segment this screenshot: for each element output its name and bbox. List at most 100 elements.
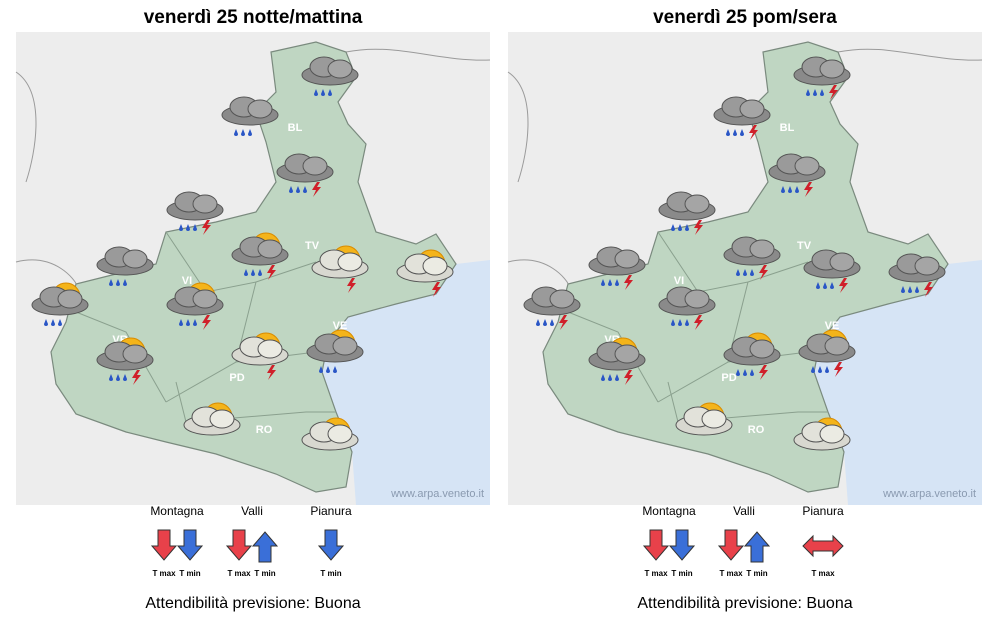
rain-drop [685, 224, 689, 231]
cloud [337, 252, 363, 272]
rain-drop [179, 319, 183, 326]
arrow-label: T min [254, 569, 275, 578]
weather-icon [96, 246, 154, 286]
cloud [122, 249, 148, 269]
weather-icon [311, 245, 369, 293]
cloud [819, 59, 845, 79]
weather-icon [301, 417, 359, 451]
panel-title: venerdì 25 pom/sera [653, 7, 837, 28]
arrow-label: T max [811, 569, 835, 578]
arrow-shape [176, 529, 204, 561]
province-label: BL [288, 122, 303, 134]
cloud [122, 344, 148, 364]
cloud [209, 409, 235, 429]
lightning [432, 282, 441, 297]
province-label: VI [674, 275, 684, 287]
lightning [267, 365, 276, 380]
lightning [312, 182, 321, 197]
weather-icon [221, 96, 279, 136]
sea [814, 260, 982, 505]
arrow-label: T max [152, 569, 176, 578]
lightning [132, 370, 141, 385]
rain-drop [615, 374, 619, 381]
cloud [422, 256, 448, 276]
rain-drop [543, 319, 547, 326]
cloud [614, 344, 640, 364]
rain-drop [248, 129, 252, 136]
rain-drop [116, 374, 120, 381]
province-label: RO [256, 424, 273, 436]
rain-drop [743, 269, 747, 276]
rain-drop [44, 319, 48, 326]
zone-label: Pianura [310, 504, 352, 518]
rain-drop [234, 129, 238, 136]
arrow-label: T max [719, 569, 743, 578]
rain-drop [186, 224, 190, 231]
forecast-panel: venerdì 25 notte/mattinaBLTVVIVEVRPDROww… [15, 7, 491, 612]
sea [322, 260, 490, 505]
reliability: Attendibilità previsione: Buona [145, 595, 360, 612]
border-line [507, 48, 983, 285]
rain-drop [186, 319, 190, 326]
lightning [694, 220, 703, 235]
cloud [739, 99, 765, 119]
province-label: RO [748, 424, 765, 436]
weather-icon [301, 56, 359, 96]
rain-drop [608, 279, 612, 286]
arrow-shape [225, 529, 253, 561]
cloud [824, 336, 850, 356]
rain-drop [743, 369, 747, 376]
arrow-label: T min [320, 569, 341, 578]
forecast-panel: venerdì 25 pom/seraBLTVVIVEVRPDROwww.arp… [507, 7, 983, 612]
weather-icon [793, 56, 851, 100]
rain-drop [781, 186, 785, 193]
weather-icon [768, 153, 826, 197]
cloud [749, 339, 775, 359]
weather-icon [713, 96, 771, 140]
trend-arrow: T max [225, 529, 253, 578]
arrow-shape [717, 529, 745, 561]
cloud [794, 156, 820, 176]
weather-icon [675, 402, 733, 436]
zone-label: Valli [733, 504, 755, 518]
zone-label: Montagna [642, 504, 696, 518]
weather-icon [231, 232, 289, 280]
province-label: VI [182, 275, 192, 287]
lightning [559, 315, 568, 330]
cloud [247, 99, 273, 119]
cloud [327, 59, 353, 79]
cloud [749, 239, 775, 259]
rain-drop [251, 269, 255, 276]
cloud [701, 409, 727, 429]
region [542, 41, 949, 493]
cloud [192, 194, 218, 214]
rain-drop [820, 89, 824, 96]
rain-drop [109, 279, 113, 286]
panel-title: venerdì 25 notte/mattina [144, 7, 363, 28]
border-line [15, 48, 491, 285]
rain-drop [915, 286, 919, 293]
rain-drop [109, 374, 113, 381]
watermark: www.arpa.veneto.it [390, 488, 484, 500]
weather-icon [588, 246, 646, 290]
trend-arrow: T max [642, 529, 670, 578]
trend-arrow: T min [176, 529, 204, 578]
trend-arrow: T min [668, 529, 696, 578]
arrow-shape [743, 531, 771, 563]
rain-drop [671, 224, 675, 231]
rain-drop [289, 186, 293, 193]
cloud [829, 252, 855, 272]
cloud [257, 239, 283, 259]
arrow-label: T min [746, 569, 767, 578]
rain-drop [58, 319, 62, 326]
weather-icon [588, 337, 646, 385]
rain-drop [901, 286, 905, 293]
rain-drop [319, 366, 323, 373]
rain-drop [193, 319, 197, 326]
arrow-shape [802, 534, 844, 558]
rain-drop [258, 269, 262, 276]
arrow-label: T max [644, 569, 668, 578]
weather-icon [231, 332, 289, 380]
rain-drop [333, 366, 337, 373]
